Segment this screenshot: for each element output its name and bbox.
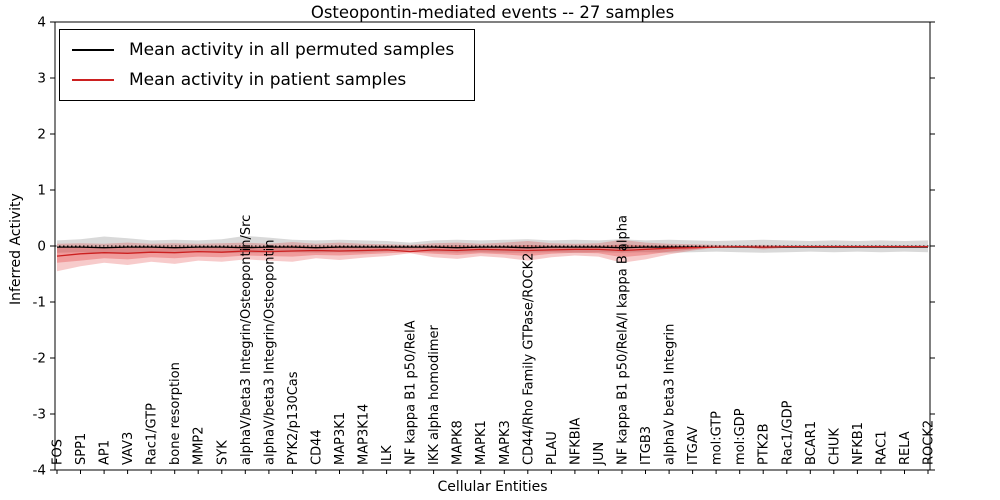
legend-item-permuted: Mean activity in all permuted samples	[72, 40, 454, 60]
x-category-label: RELA	[898, 431, 913, 465]
x-category-label: MAPK1	[474, 420, 489, 465]
x-category-label: ITGB3	[639, 426, 654, 465]
x-category-label: MMP2	[192, 426, 207, 465]
legend-label-patient: Mean activity in patient samples	[129, 70, 407, 90]
y-tick-label: 0	[37, 239, 46, 255]
y-tick-label: -4	[33, 463, 46, 479]
legend-label-permuted: Mean activity in all permuted samples	[129, 40, 455, 60]
x-category-label: NFKBIA	[568, 418, 583, 465]
x-category-label: PTK2B	[757, 424, 772, 466]
x-axis-label: Cellular Entities	[437, 479, 548, 495]
x-category-label: NF kappa B1 p50/RelA	[404, 320, 419, 465]
x-category-label: PLAU	[545, 431, 560, 465]
patient-line	[56, 245, 928, 257]
x-category-label: CD44/Rho Family GTPase/ROCK2	[521, 253, 536, 465]
legend-line-patient-icon	[72, 79, 114, 81]
y-tick-label: -2	[33, 351, 46, 367]
x-category-label: CD44	[309, 429, 324, 465]
x-category-label: SPP1	[74, 433, 89, 465]
legend: Mean activity in all permuted samples Me…	[59, 29, 476, 101]
x-category-label: IKK alpha homodimer	[427, 324, 442, 465]
x-category-label: FOS	[51, 439, 66, 465]
legend-item-patient: Mean activity in patient samples	[72, 70, 454, 90]
x-category-label: MAPK3	[498, 420, 513, 465]
x-category-label: AP1	[98, 440, 113, 465]
x-category-label: PYK2/p130Cas	[286, 371, 301, 465]
x-category-label: MAP3K1	[333, 412, 348, 465]
permuted-band	[57, 235, 928, 254]
x-category-label: Rac1/GDP	[780, 400, 795, 465]
x-category-label: ITGAV	[686, 426, 701, 465]
y-tick-label: 1	[37, 183, 46, 199]
x-category-label: ROCK2	[922, 420, 937, 465]
x-category-label: mol:GDP	[733, 408, 748, 465]
x-category-label: MAPK8	[451, 420, 466, 465]
legend-line-permuted-icon	[72, 49, 114, 51]
y-tick-label: 4	[37, 15, 46, 31]
x-category-label: CHUK	[827, 428, 842, 465]
x-category-label: NF kappa B1 p50/RelA/I kappa B alpha	[616, 215, 631, 465]
x-category-label: alphaV/beta3 Integrin/Osteopontin/Src	[239, 215, 254, 465]
y-tick-label: 2	[37, 127, 46, 143]
x-category-label: alphaV/beta3 Integrin/Osteopontin	[262, 240, 277, 465]
x-category-label: ILK	[380, 445, 395, 465]
patient-band	[57, 244, 928, 263]
x-category-label: mol:GTP	[710, 411, 725, 465]
y-tick-label: -3	[33, 407, 46, 423]
y-axis-label: Inferred Activity	[8, 193, 24, 305]
x-category-label: SYK	[215, 440, 230, 465]
x-category-label: MAP3K14	[357, 404, 372, 465]
x-category-label: VAV3	[121, 432, 136, 465]
x-category-label: RAC1	[874, 430, 889, 465]
x-category-label: Rac1/GTP	[145, 403, 160, 465]
x-category-label: BCAR1	[804, 421, 819, 465]
y-tick-label: -1	[33, 295, 46, 311]
x-category-label: NFKB1	[851, 422, 866, 465]
chart-title: Osteopontin-mediated events -- 27 sample…	[310, 3, 675, 22]
y-tick-label: 3	[37, 71, 46, 87]
x-category-label: alphaV beta3 Integrin	[663, 324, 678, 465]
x-category-label: bone resorption	[168, 362, 183, 465]
x-category-label: JUN	[592, 442, 607, 466]
